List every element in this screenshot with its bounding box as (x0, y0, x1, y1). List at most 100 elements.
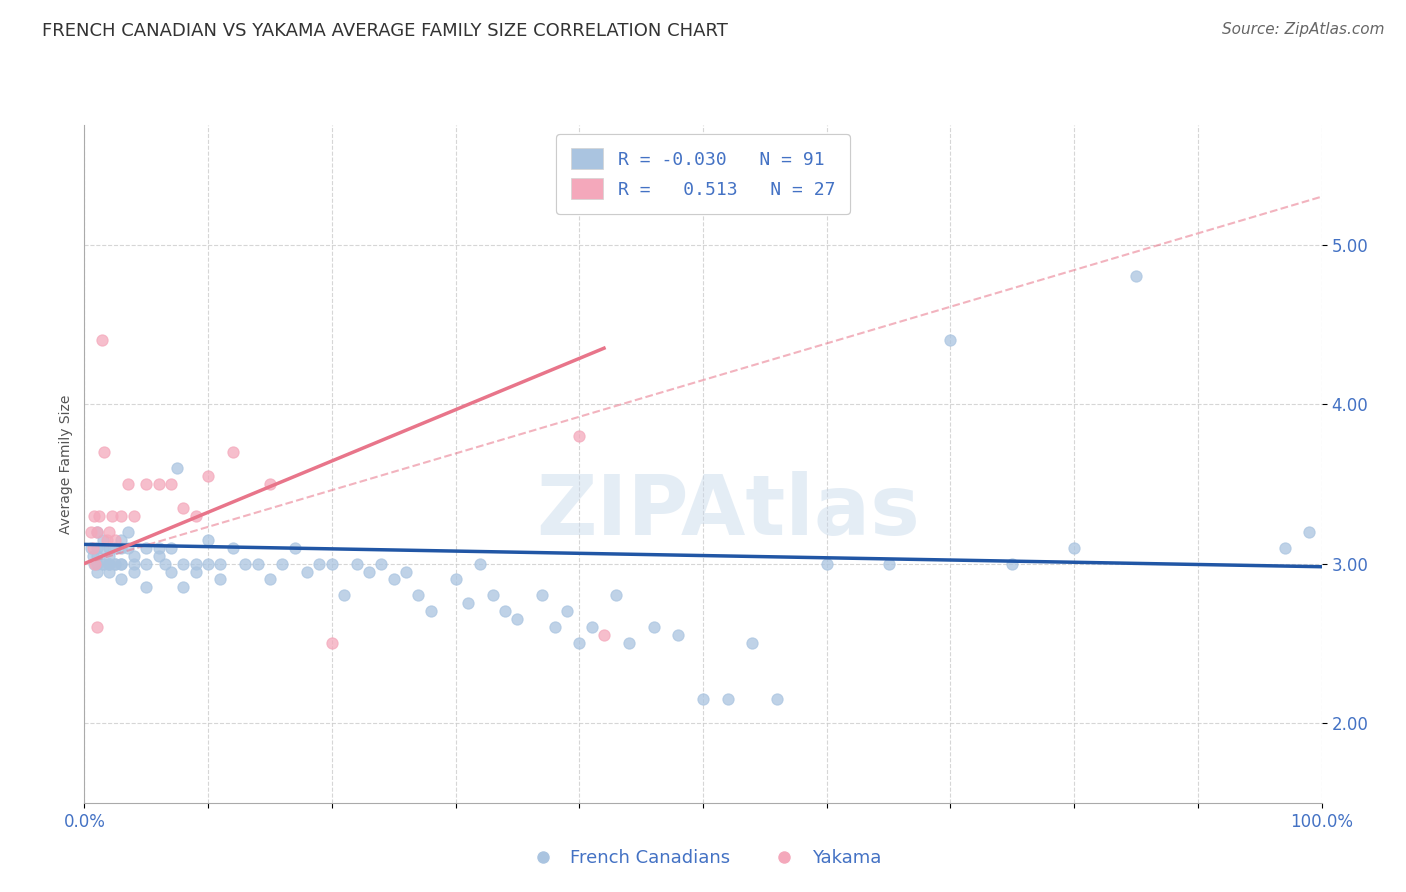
Point (172, 581, 194, 595)
Text: FRENCH CANADIAN VS YAKAMA AVERAGE FAMILY SIZE CORRELATION CHART: FRENCH CANADIAN VS YAKAMA AVERAGE FAMILY… (42, 22, 728, 40)
Point (717, 692, 740, 706)
Point (122, 565, 145, 579)
Point (1001, 557, 1024, 571)
Point (666, 628, 689, 642)
Point (160, 541, 183, 555)
Point (98, 549, 121, 563)
Point (346, 557, 368, 571)
Point (939, 333, 962, 347)
Point (83, 557, 105, 571)
Point (222, 445, 245, 459)
Point (86, 524, 108, 539)
Point (96, 533, 118, 547)
Point (1274, 541, 1296, 555)
Point (321, 636, 343, 650)
Point (184, 565, 207, 579)
Point (766, 692, 789, 706)
Point (209, 573, 232, 587)
Point (166, 460, 188, 475)
Point (419, 604, 441, 618)
Point (1063, 541, 1085, 555)
Point (110, 533, 132, 547)
Point (877, 557, 900, 571)
Point (91, 557, 114, 571)
Point (135, 581, 157, 595)
Point (117, 524, 139, 539)
Point (91, 533, 114, 547)
Point (98, 557, 121, 571)
Point (153, 557, 176, 571)
Point (160, 565, 183, 579)
Point (86, 524, 108, 539)
Point (104, 541, 127, 555)
Point (395, 565, 418, 579)
Point (197, 533, 219, 547)
Point (148, 541, 170, 555)
Point (122, 549, 145, 563)
Point (1298, 524, 1320, 539)
Point (494, 604, 516, 618)
Point (90, 333, 112, 347)
Point (117, 541, 139, 555)
Point (271, 557, 294, 571)
Point (184, 557, 207, 571)
Text: Source: ZipAtlas.com: Source: ZipAtlas.com (1222, 22, 1385, 37)
Point (110, 541, 132, 555)
Point (222, 541, 245, 555)
Text: ZIPAtlas: ZIPAtlas (536, 471, 920, 552)
Point (741, 636, 763, 650)
Point (98, 565, 121, 579)
Point (233, 557, 256, 571)
Point (172, 500, 194, 515)
Point (444, 573, 467, 587)
Legend: R = -0.030   N = 91, R =   0.513   N = 27: R = -0.030 N = 91, R = 0.513 N = 27 (557, 134, 849, 213)
Point (86, 549, 108, 563)
Point (321, 557, 343, 571)
Point (98, 541, 121, 555)
Point (617, 636, 640, 650)
Point (91, 557, 114, 571)
Point (481, 589, 503, 603)
Point (295, 565, 318, 579)
Point (83, 508, 105, 523)
Point (79, 541, 101, 555)
Point (568, 429, 591, 443)
Point (135, 541, 157, 555)
Point (82, 541, 104, 555)
Point (692, 692, 714, 706)
Point (308, 557, 330, 571)
Point (117, 476, 139, 491)
Point (605, 589, 627, 603)
Point (259, 573, 281, 587)
Point (333, 589, 356, 603)
Point (370, 557, 392, 571)
Point (543, 620, 565, 634)
Point (135, 476, 157, 491)
Point (593, 628, 616, 642)
Point (82, 549, 104, 563)
Point (357, 565, 380, 579)
Point (86, 541, 108, 555)
Point (643, 620, 665, 634)
Point (1125, 269, 1147, 284)
Point (148, 549, 170, 563)
Point (197, 468, 219, 483)
Legend: French Canadians, Yakama: French Canadians, Yakama (517, 842, 889, 874)
Point (98, 557, 121, 571)
Point (100, 508, 122, 523)
Point (284, 541, 307, 555)
Point (110, 508, 132, 523)
Point (110, 557, 132, 571)
Point (531, 589, 554, 603)
Point (408, 589, 430, 603)
Point (104, 557, 127, 571)
Point (86, 620, 108, 634)
Point (259, 476, 281, 491)
Point (93, 445, 115, 459)
Point (148, 476, 170, 491)
Point (135, 557, 157, 571)
Y-axis label: Average Family Size: Average Family Size (59, 394, 73, 533)
Point (172, 557, 194, 571)
Point (110, 573, 132, 587)
Point (89, 508, 111, 523)
